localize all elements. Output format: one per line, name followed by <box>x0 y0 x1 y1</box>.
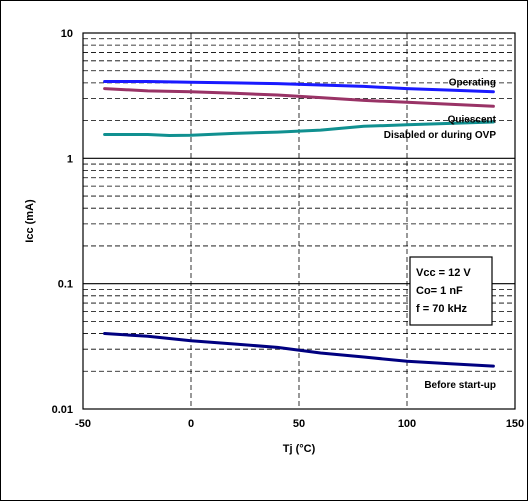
annotation-box-border <box>409 256 493 326</box>
series-layer <box>103 80 495 368</box>
x-tick-label: -50 <box>75 418 91 430</box>
y-tick-label: 1 <box>67 153 73 165</box>
tick-labels: -50 0 50 100 150 0.01 0.1 1 10 <box>52 28 525 430</box>
plot-area-border <box>82 32 516 410</box>
annotation-vcc: Vcc = 12 V <box>416 267 471 279</box>
series-label: Operating <box>449 78 496 89</box>
x-axis-label: Tj (°C) <box>283 443 316 455</box>
x-tick-label: 50 <box>293 418 305 430</box>
series-label: Disabled or during OVP <box>384 130 497 141</box>
x-tick-label: 0 <box>188 418 194 430</box>
y-tick-label: 10 <box>61 28 73 40</box>
x-tick-label: 150 <box>506 418 524 430</box>
series-line-before-start-up <box>103 332 495 368</box>
annotation-co: Co= 1 nF <box>416 285 463 297</box>
series-line-quiescent <box>103 87 495 108</box>
series-line-disabled-or-during-ovp <box>103 120 495 137</box>
y-tick-label: 0.01 <box>52 404 73 416</box>
annotation-f: f = 70 kHz <box>416 303 468 315</box>
x-tick-label: 100 <box>398 418 416 430</box>
series-label: Quiescent <box>448 114 497 125</box>
y-tick-label: 0.1 <box>58 279 73 291</box>
y-axis-label: Icc (mA) <box>24 199 36 243</box>
annotation-box: Vcc = 12 V Co= 1 nF f = 70 kHz <box>409 256 493 326</box>
series-label: Before start-up <box>424 380 496 391</box>
series-line-operating <box>103 80 495 94</box>
series-labels: Operating Quiescent Disabled or during OVP… <box>384 78 497 391</box>
